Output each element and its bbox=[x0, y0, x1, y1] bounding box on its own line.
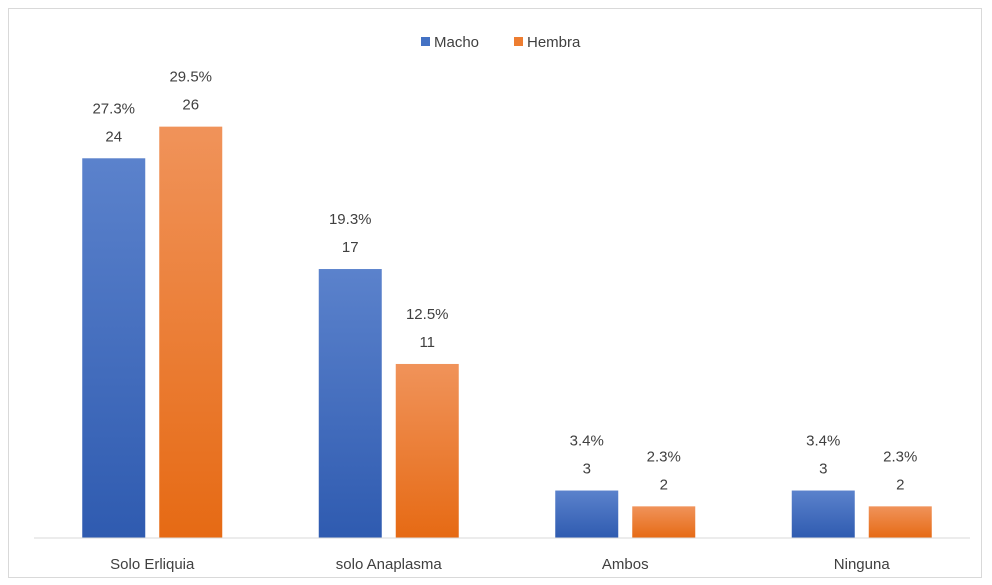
data-label-percent-macho-solo-erliquia: 27.3% bbox=[92, 100, 135, 117]
category-label-solo-erliquia: Solo Erliquia bbox=[110, 556, 195, 573]
data-label-count-macho-ambos: 3 bbox=[583, 461, 591, 478]
legend: Macho Hembra bbox=[421, 34, 581, 51]
data-label-percent-hembra-solo-erliquia: 29.5% bbox=[169, 69, 212, 86]
data-label-percent-macho-solo-anaplasma: 19.3% bbox=[329, 211, 372, 228]
data-label-count-hembra-solo-erliquia: 26 bbox=[182, 97, 199, 114]
data-label-percent-hembra-ninguna: 2.3% bbox=[883, 448, 917, 465]
category-label-ambos: Ambos bbox=[602, 556, 649, 573]
bar-macho-ambos bbox=[555, 490, 619, 538]
legend-swatch-hembra bbox=[514, 37, 523, 46]
data-label-percent-hembra-ambos: 2.3% bbox=[647, 448, 681, 465]
data-label-percent-hembra-solo-anaplasma: 12.5% bbox=[406, 306, 449, 323]
legend-label-macho: Macho bbox=[434, 34, 479, 51]
legend-label-hembra: Hembra bbox=[527, 34, 581, 51]
bar-hembra-ninguna bbox=[868, 506, 932, 538]
bar-hembra-solo-erliquia bbox=[159, 126, 223, 539]
legend-swatch-macho bbox=[421, 37, 430, 46]
data-label-percent-macho-ninguna: 3.4% bbox=[806, 433, 840, 450]
data-label-count-hembra-ninguna: 2 bbox=[896, 476, 904, 493]
data-label-count-hembra-solo-anaplasma: 11 bbox=[419, 334, 435, 351]
bar-hembra-solo-anaplasma bbox=[395, 363, 459, 538]
bar-macho-solo-erliquia bbox=[82, 158, 146, 539]
category-label-ninguna: Ninguna bbox=[834, 556, 891, 573]
data-label-percent-macho-ambos: 3.4% bbox=[570, 433, 604, 450]
data-label-count-macho-ninguna: 3 bbox=[819, 461, 827, 478]
data-labels-group: 27.3% 24 29.5% 26 19.3% 17 12.5% 11 3.4% 3 2.3% 2 3.… bbox=[92, 69, 917, 494]
data-label-count-macho-solo-erliquia: 24 bbox=[105, 128, 122, 145]
data-label-count-hembra-ambos: 2 bbox=[660, 476, 668, 493]
data-label-count-macho-solo-anaplasma: 17 bbox=[342, 239, 359, 256]
bar-hembra-ambos bbox=[632, 506, 696, 538]
category-labels-group: Solo Erliquia solo Anaplasma Ambos Ninguna bbox=[110, 556, 890, 573]
bar-macho-ninguna bbox=[791, 490, 855, 538]
category-label-solo-anaplasma: solo Anaplasma bbox=[336, 556, 443, 573]
bars-group bbox=[82, 126, 932, 539]
bar-macho-solo-anaplasma bbox=[318, 269, 382, 538]
